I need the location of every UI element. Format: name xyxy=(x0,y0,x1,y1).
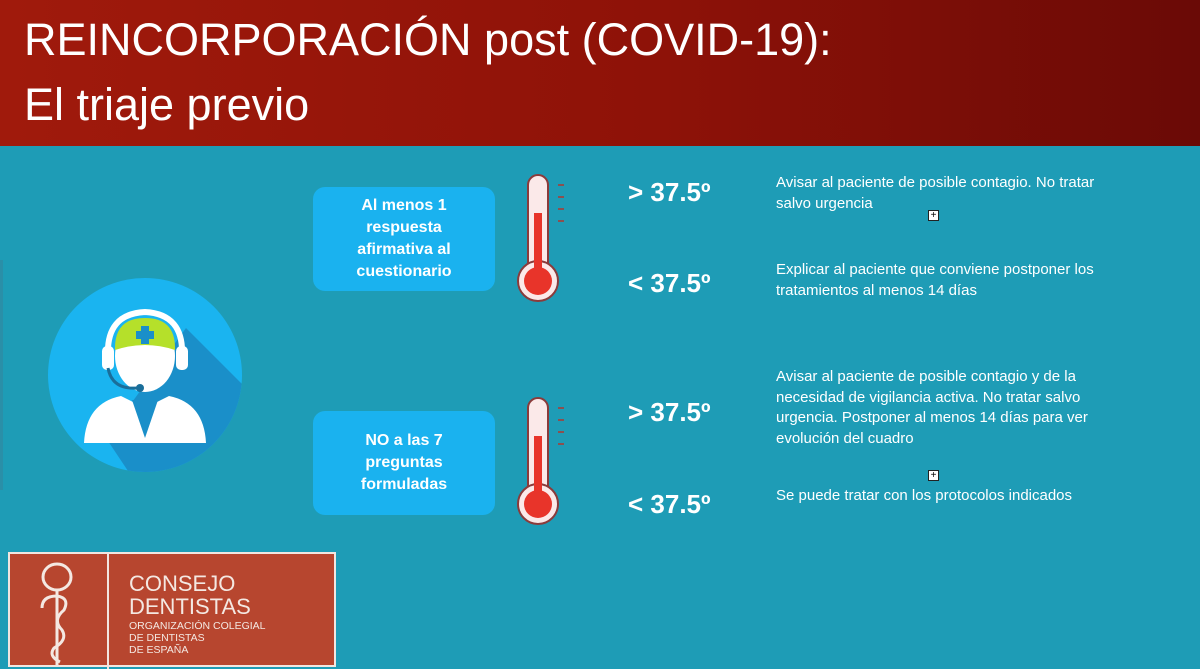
logo-sub-1: ORGANIZACIÓN COLEGIAL xyxy=(129,620,266,632)
instruction-text: Explicar al paciente que conviene postpo… xyxy=(776,261,1094,299)
title-line-2: El triaje previo xyxy=(24,79,310,130)
condition-box-negative: NO a las 7 preguntas formuladas xyxy=(313,411,495,515)
thermometer-icon xyxy=(517,174,564,302)
expand-plus-icon[interactable]: + xyxy=(928,210,939,221)
instruction-text: Avisar al paciente de posible contagio y… xyxy=(776,368,1088,447)
logo-sub-2: DE DENTISTAS xyxy=(129,632,205,644)
logo-line-2: DENTISTAS xyxy=(129,594,251,619)
logo-divider xyxy=(107,554,109,669)
logo-line-1: CONSEJO xyxy=(129,571,236,596)
logo-sub-3: DE ESPAÑA xyxy=(129,644,189,656)
caduceus-icon xyxy=(40,562,73,665)
instruction-text: Se puede tratar con los protocolos indic… xyxy=(776,487,1073,504)
consejo-dentistas-logo: CONSEJO DENTISTAS ORGANIZACIÓN COLEGIAL DE… xyxy=(8,552,336,669)
title-line-1: REINCORPORACIÓN post (COVID-19): xyxy=(24,14,832,65)
edge-decoration xyxy=(0,260,3,490)
expand-plus-icon[interactable]: + xyxy=(928,470,939,481)
temp-above: > 37.5º xyxy=(628,177,711,207)
thermometer-icon xyxy=(517,397,564,525)
temp-below: < 37.5º xyxy=(628,268,711,298)
header-banner: REINCORPORACIÓN post (COVID-19): El tria… xyxy=(0,0,1200,146)
instruction-text: Avisar al paciente de posible contagio. … xyxy=(776,174,1095,212)
condition-box-affirmative: Al menos 1 respuesta afirmativa al cuest… xyxy=(313,187,495,291)
temp-below: < 37.5º xyxy=(628,489,711,519)
temp-above: > 37.5º xyxy=(628,397,711,427)
receptionist-headset-nurse-icon xyxy=(48,278,242,472)
